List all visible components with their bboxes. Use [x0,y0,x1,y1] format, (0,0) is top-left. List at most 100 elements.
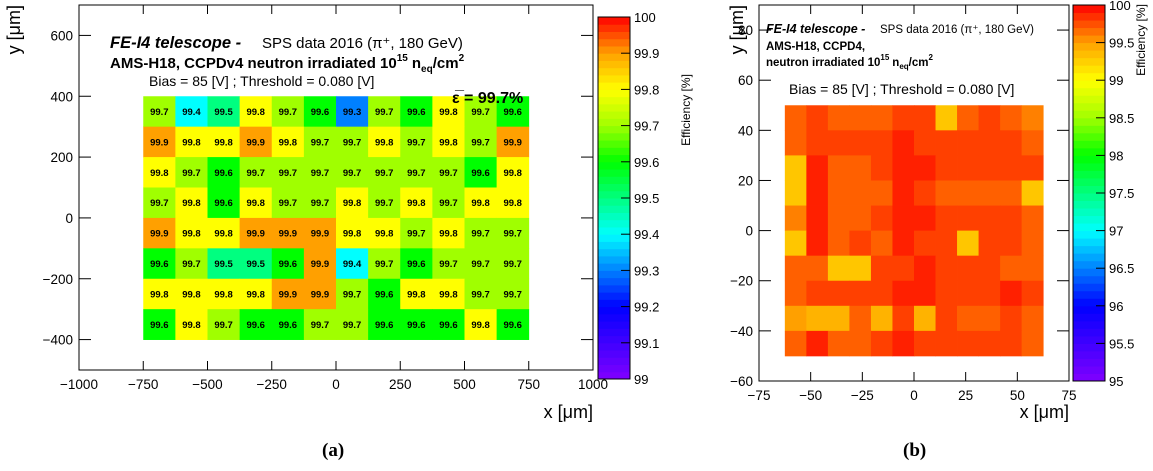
heatmap-cell [914,280,936,307]
cell-value-label: 99.7 [375,107,394,118]
colorbar-segment [1073,350,1105,359]
cell-value-label: 99.8 [150,168,169,179]
colorbar-tick-label: 99.4 [634,227,659,242]
cell-value-label: 99.9 [503,137,522,148]
heatmap-cell [400,157,433,188]
x-tick-label: 250 [389,377,412,392]
colorbar-segment [1073,320,1105,329]
heatmap-cell [978,330,1001,357]
heatmap-cell [175,248,208,280]
cell-value-label: 99.7 [439,198,458,209]
cell-value-label: 99.9 [311,289,330,300]
heatmap-cell [432,96,465,128]
heatmap-cell [935,330,958,357]
heatmap-cell [1021,180,1044,206]
panel-a-mean-efficiency: ε̅ = 99.7% [452,89,523,107]
cell-value-label: 99.7 [503,259,522,270]
colorbar-segment [598,263,630,271]
cell-value-label: 99.7 [343,289,362,300]
heatmap-cell [271,126,305,158]
colorbar-segment [1073,193,1105,202]
heatmap-cell [175,157,208,188]
colorbar-tick-label: 99.1 [634,336,659,351]
cell-value-label: 99.7 [375,168,394,179]
heatmap-cell [1021,280,1044,307]
heatmap-cell [957,280,979,307]
colorbar-segment [598,154,630,163]
cell-value-label: 99.7 [311,168,330,179]
heatmap-cell [784,130,807,156]
heatmap-cell [849,105,872,131]
heatmap-cell [978,255,1001,282]
heatmap-cell [464,217,498,249]
cell-value-label: 99.7 [503,229,522,240]
cell-value-label: 99.8 [246,289,265,300]
heatmap-cell [935,130,958,156]
colorbar-segment [598,342,630,351]
colorbar-segment [1073,132,1105,141]
heatmap-cell [784,205,807,231]
cell-value-label: 99.7 [439,259,458,270]
heatmap-cell [143,187,176,219]
panel-b-y-axis-label: y [μm] [727,5,747,54]
cell-value-label: 99.6 [214,198,233,209]
heatmap-cell [400,217,433,249]
heatmap-cell [175,309,208,340]
heatmap-cell [1000,305,1023,332]
heatmap-cell [806,180,829,206]
cell-value-label: 99.8 [439,289,458,300]
heatmap-cell [368,217,401,249]
colorbar-segment [598,270,630,279]
cell-value-label: 99.7 [375,198,394,209]
heatmap-cell [935,180,958,206]
colorbar-segment [598,255,630,264]
heatmap-cell [957,205,979,231]
panel-b-bias-label: Bias = 85 [V] ; Threshold = 0.080 [V] [789,81,1014,97]
heatmap-cell [870,155,893,181]
colorbar-segment [1073,208,1105,217]
cell-value-label: 99.7 [503,289,522,300]
colorbar-segment [598,371,630,380]
colorbar-segment [1073,50,1105,59]
colorbar-tick-label: 95.5 [1109,336,1134,351]
heatmap-cell [1000,255,1023,282]
cell-value-label: 99.9 [279,289,298,300]
heatmap-cell [303,157,337,188]
heatmap-cell [849,230,872,257]
heatmap-cell [207,126,241,158]
cell-value-label: 99.7 [279,107,298,118]
colorbar-segment [1073,283,1105,292]
heatmap-cell [935,205,958,231]
heatmap-cell [827,205,850,231]
cell-value-label: 99.8 [471,320,490,331]
colorbar-segment [1073,245,1105,254]
cell-value-label: 99.8 [407,289,426,300]
heatmap-cell [914,330,936,357]
heatmap-cell [143,217,176,249]
heatmap-cell [784,305,807,332]
cell-value-label: 99.7 [182,259,201,270]
heatmap-cell [336,157,369,188]
heatmap-cell [400,309,433,340]
cell-value-label: 99.6 [407,320,426,331]
cell-value-label: 99.8 [503,198,522,209]
colorbar-segment [1073,313,1105,322]
colorbar-tick-label: 96 [1109,299,1123,314]
heatmap-cell [207,96,241,128]
colorbar-segment [598,234,630,242]
colorbar-segment [1073,238,1105,247]
cell-value-label: 99.8 [246,198,265,209]
cell-value-label: 99.8 [439,107,458,118]
y-tick-label: −60 [730,374,753,389]
cell-value-label: 99.6 [471,168,490,179]
cell-value-label: 99.7 [214,320,233,331]
heatmap-cell [271,217,305,249]
heatmap-cell [1000,205,1023,231]
heatmap-cell [432,217,465,249]
heatmap-cell [1000,105,1023,131]
heatmap-cell [978,230,1001,257]
panel-b-heatmap: −75 −50 −25 0 25 50 75 −60 −40 −20 0 20 40 60 80 FE-I4… [727,0,1148,422]
heatmap-cell [849,205,872,231]
panel-b-colorbar: 95 95.5 96 96.5 97 97.5 98 98.5 99 99.5 100 [1072,0,1134,389]
heatmap-cell [978,180,1001,206]
